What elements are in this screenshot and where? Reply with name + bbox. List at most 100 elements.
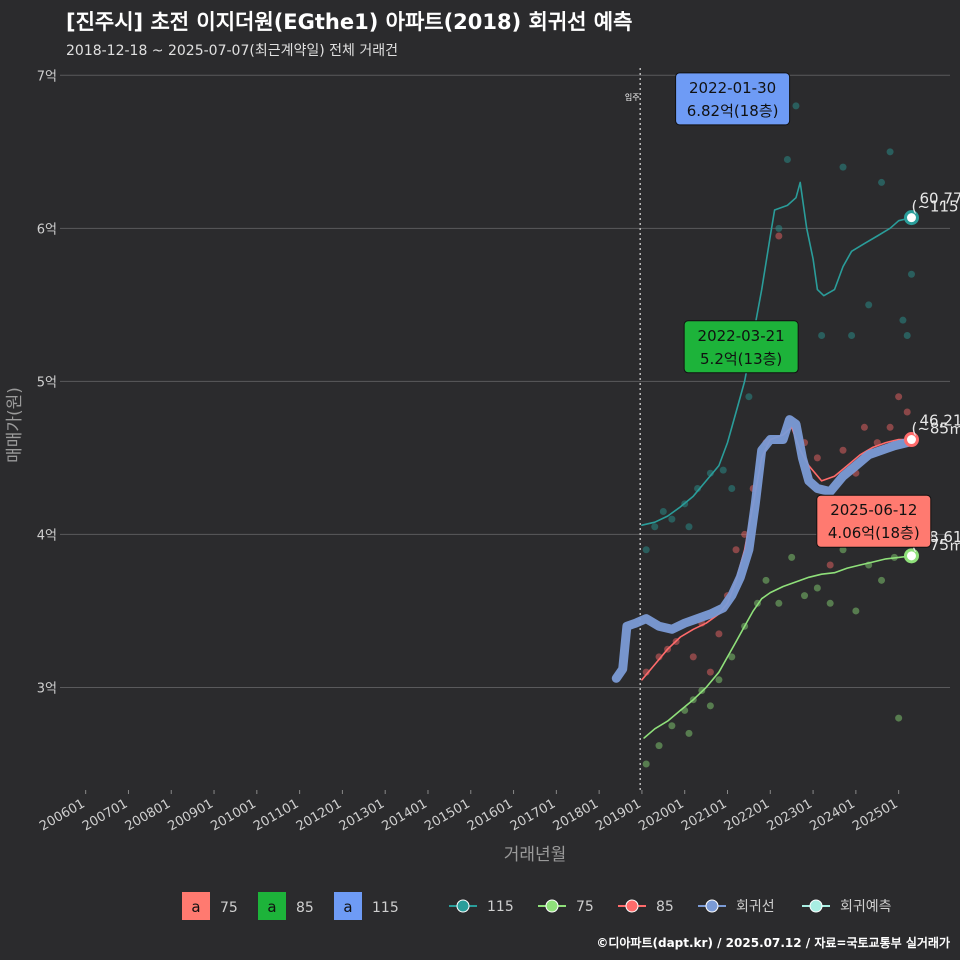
scatter-point-115 <box>659 507 667 515</box>
x-tick-label: 202201 <box>722 796 772 834</box>
move-in-label: 입주 <box>625 93 640 102</box>
scatter-point-115 <box>775 224 783 232</box>
legend-letter: a <box>191 898 200 916</box>
annotation-price: 6.82억(18층) <box>687 102 779 120</box>
x-tick-label: 200801 <box>123 796 173 834</box>
scatter-point-75 <box>715 676 723 684</box>
scatter-point-85 <box>775 232 783 240</box>
scatter-point-115 <box>642 546 650 554</box>
scatter-point-75 <box>788 553 796 561</box>
scatter-point-75 <box>685 729 693 737</box>
scatter-point-75 <box>762 576 770 584</box>
x-tick-label: 201401 <box>379 796 429 834</box>
scatter-point-75 <box>728 653 736 661</box>
x-tick-label: 202401 <box>807 796 857 834</box>
scatter-point-85 <box>903 408 911 416</box>
legend-swatch <box>258 892 286 920</box>
annotation-box <box>675 72 791 126</box>
x-tick-label: 201201 <box>294 796 344 834</box>
y-axis-title: 매매가(원) <box>5 387 25 463</box>
x-tick-label: 201301 <box>337 796 387 834</box>
x-tick-label: 201101 <box>251 796 301 834</box>
x-tick-label: 202501 <box>850 796 900 834</box>
scatter-point-85 <box>715 630 723 638</box>
scatter-point-85 <box>689 653 697 661</box>
x-tick-label: 201901 <box>593 796 643 834</box>
legend-marker <box>705 899 719 913</box>
legend-label: 회귀선 <box>736 899 775 915</box>
x-tick-label: 200701 <box>80 796 130 834</box>
chart-title: [진주시] 초전 이지더원(EGthe1) 아파트(2018) 회귀선 예측 <box>66 10 633 34</box>
scatter-point-85 <box>642 668 650 676</box>
legend-letter: a <box>343 898 352 916</box>
scatter-point-75 <box>852 607 860 615</box>
scatter-point-115 <box>878 178 886 186</box>
annotation-date: 2025-06-12 <box>830 501 917 519</box>
legend-label: 115 <box>372 900 399 916</box>
scatter-point-75 <box>642 760 650 768</box>
legend-label: 75 <box>576 899 594 915</box>
legend-marker <box>456 899 470 913</box>
scatter-point-115 <box>903 331 911 339</box>
scatter-point-85 <box>706 668 714 676</box>
chart-subtitle: 2018-12-18 ~ 2025-07-07(최근계약일) 전체 거래건 <box>66 43 398 59</box>
scatter-point-75 <box>813 584 821 592</box>
x-tick-label: 202301 <box>765 796 815 834</box>
legend-label: 115 <box>487 899 514 915</box>
scatter-point-75 <box>839 546 847 554</box>
annotation-box <box>816 494 932 548</box>
legend-label: 85 <box>296 900 314 916</box>
y-tick-label: 4억 <box>37 528 57 543</box>
scatter-point-75 <box>706 702 714 710</box>
x-tick-label: 200901 <box>166 796 216 834</box>
y-tick-label: 7억 <box>37 69 57 84</box>
scatter-point-115 <box>865 301 873 309</box>
annotation-date: 2022-01-30 <box>689 79 776 97</box>
scatter-point-115 <box>728 485 736 493</box>
scatter-point-115 <box>651 523 659 531</box>
scatter-point-85 <box>813 454 821 462</box>
scatter-point-115 <box>668 515 676 523</box>
y-tick-label: 6억 <box>37 222 57 237</box>
scatter-point-75 <box>668 722 676 730</box>
x-axis-title: 거래년월 <box>504 845 567 865</box>
x-tick-label: 200601 <box>37 796 87 834</box>
legend-marker <box>809 899 823 913</box>
scatter-point-115 <box>839 163 847 171</box>
scatter-point-75 <box>895 714 903 722</box>
x-tick-label: 201801 <box>551 796 601 834</box>
endpoint-value: 60,773 <box>919 190 960 208</box>
x-tick-label: 201001 <box>208 796 258 834</box>
x-tick-label: 202101 <box>679 796 729 834</box>
scatter-point-115 <box>745 393 753 401</box>
scatter-point-115 <box>783 155 791 163</box>
annotation-date: 2022-03-21 <box>698 327 785 345</box>
series-line-regression <box>611 415 916 683</box>
y-tick-label: 5억 <box>37 375 57 390</box>
y-tick-label: 3억 <box>37 681 57 696</box>
scatter-point-115 <box>719 466 727 474</box>
series-line-85 <box>641 426 913 681</box>
endpoint-marker <box>903 210 919 226</box>
scatter-point-75 <box>775 599 783 607</box>
legend-letter: a <box>267 898 276 916</box>
legend-label: 85 <box>656 899 674 915</box>
scatter-point-85 <box>826 561 834 569</box>
x-tick-label: 202001 <box>636 796 686 834</box>
legend-swatch <box>334 892 362 920</box>
x-tick-label: 201601 <box>465 796 515 834</box>
endpoint-marker <box>903 432 919 448</box>
scatter-point-115 <box>899 316 907 324</box>
legend-label: 회귀예측 <box>840 899 892 915</box>
legend-swatch <box>182 892 210 920</box>
annotation-box <box>683 320 799 374</box>
source-credit: ©디아파트(dapt.kr) / 2025.07.12 / 자료=국토교통부 실… <box>596 936 950 950</box>
scatter-point-115 <box>886 148 894 156</box>
legend-label: 75 <box>220 900 238 916</box>
scatter-point-75 <box>878 576 886 584</box>
scatter-point-85 <box>839 446 847 454</box>
scatter-point-85 <box>886 423 894 431</box>
scatter-point-115 <box>685 523 693 531</box>
scatter-point-115 <box>818 331 826 339</box>
